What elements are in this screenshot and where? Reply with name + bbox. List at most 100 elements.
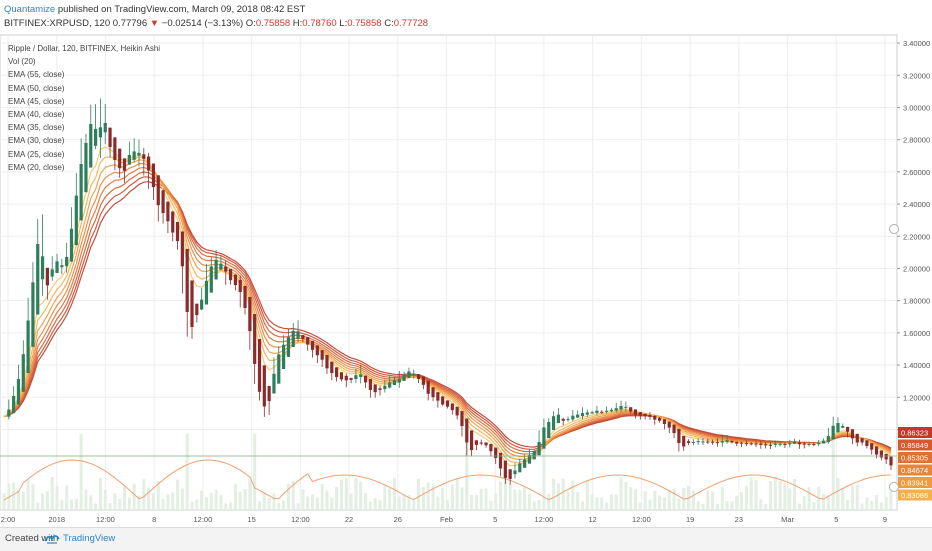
- candle-body: [489, 444, 493, 452]
- volume-bar: [388, 487, 392, 510]
- legend-ema-45[interactable]: EMA (45, close): [8, 96, 65, 106]
- volume-bar: [846, 500, 850, 510]
- volume-bar: [629, 487, 633, 510]
- volume-bar: [219, 494, 223, 510]
- volume-bar: [233, 483, 237, 510]
- volume-bar: [580, 501, 584, 510]
- volume-bar: [841, 487, 845, 510]
- tradingview-link[interactable]: TradingView: [63, 533, 116, 544]
- volume-bar: [740, 492, 744, 510]
- legend-series-title[interactable]: Ripple / Dollar, 120, BITFINEX, Heikin A…: [8, 44, 161, 53]
- legend-ema-35[interactable]: EMA (35, close): [8, 123, 65, 133]
- candle-body: [281, 344, 286, 370]
- candle-body: [503, 460, 507, 478]
- candle-body: [513, 470, 517, 475]
- candle-body: [156, 175, 160, 206]
- legend-ema-40[interactable]: EMA (40, close): [8, 110, 65, 120]
- price-tag: [898, 464, 932, 476]
- legend-ema-25[interactable]: EMA (25, close): [8, 149, 65, 159]
- candle-body: [744, 443, 748, 445]
- candle-body: [31, 282, 35, 347]
- candle-body: [151, 163, 156, 188]
- volume-bar: [725, 501, 729, 510]
- y-tick-label: 2.60000: [903, 168, 930, 177]
- candle-body: [788, 443, 792, 445]
- author-link[interactable]: Quantamize: [4, 4, 56, 15]
- candle-body: [412, 373, 416, 375]
- candle-body: [783, 444, 787, 446]
- candle-body: [195, 303, 199, 316]
- legend-ema-30[interactable]: EMA (30, close): [8, 136, 65, 146]
- x-tick-label: 8: [152, 515, 156, 524]
- candle-body: [132, 151, 136, 160]
- volume-bar: [556, 483, 560, 510]
- volume-bar: [84, 489, 88, 510]
- y-tick-label: 3.00000: [903, 103, 930, 112]
- price-tag: [898, 477, 932, 488]
- candle-body: [69, 228, 74, 262]
- volume-bar: [527, 493, 531, 510]
- volume-bar: [16, 490, 20, 510]
- legend-ema-55[interactable]: EMA (55, close): [8, 70, 65, 80]
- candle-body: [614, 408, 618, 411]
- candle-body: [720, 441, 724, 443]
- candle-body: [40, 256, 45, 280]
- candle-body: [363, 375, 368, 383]
- volume-bar: [513, 489, 517, 510]
- volume-bar: [532, 501, 536, 510]
- volume-bar: [450, 484, 454, 510]
- candle-body: [735, 441, 739, 444]
- volume-bar: [132, 483, 136, 510]
- candle-body: [860, 438, 864, 443]
- legend-ema-20[interactable]: EMA (20, close): [8, 162, 65, 172]
- candle-body: [137, 152, 141, 156]
- candle-body: [248, 296, 252, 332]
- candle-body: [484, 442, 488, 446]
- volume-bar: [209, 493, 213, 510]
- ema-20-line: [3, 146, 892, 467]
- ohlc-line: BITFINEX:XRPUSD, 120 0.77796 ▼ −0.02514 …: [4, 17, 428, 31]
- candle-body: [383, 385, 387, 390]
- y-tick-label: 2.80000: [903, 136, 930, 145]
- volume-bar: [55, 486, 59, 510]
- candle-body: [561, 418, 565, 421]
- candle-body: [7, 409, 11, 417]
- close-value: 0.77728: [393, 18, 429, 29]
- candle-body: [84, 142, 88, 193]
- volume-bar: [744, 485, 748, 510]
- price-tag: [898, 427, 932, 438]
- legend-ema-50[interactable]: EMA (50, close): [8, 83, 65, 93]
- x-tick-label: 26: [394, 515, 402, 524]
- volume-bar: [768, 481, 772, 510]
- candle-body: [571, 415, 575, 420]
- volume-bar: [94, 503, 98, 510]
- volume-bar: [272, 493, 276, 510]
- candle-body: [508, 469, 512, 479]
- volume-bar: [802, 495, 806, 510]
- volume-bar: [79, 433, 83, 510]
- candle-body: [378, 388, 382, 390]
- x-tick-label: 23: [735, 515, 743, 524]
- volume-bar: [605, 502, 609, 510]
- candle-body: [662, 419, 667, 424]
- x-tick-label: 12:00: [632, 515, 651, 524]
- volume-bar: [474, 494, 478, 510]
- tradingview-logo-icon[interactable]: [44, 533, 60, 545]
- volume-bar: [262, 492, 266, 510]
- legend-volume[interactable]: Vol (20): [8, 57, 36, 67]
- volume-bar: [368, 501, 372, 510]
- candle-body: [21, 354, 25, 392]
- candle-body: [392, 380, 397, 385]
- candle-body: [817, 442, 821, 445]
- indicator-legend: Ripple / Dollar, 120, BITFINEX, Heikin A…: [8, 42, 160, 174]
- candle-body: [778, 443, 782, 445]
- candle-body: [836, 423, 840, 433]
- price-tag-label: 0.83941: [901, 479, 928, 488]
- candle-body: [672, 424, 676, 434]
- volume-bar: [330, 497, 334, 510]
- candle-body: [556, 414, 560, 424]
- candle-body: [180, 231, 184, 267]
- candle-body: [445, 400, 450, 407]
- x-tick-label: Mar: [781, 515, 794, 524]
- price-chart[interactable]: 3.40000 3.20000 3.00000 2.80000 2.60000 2.400…: [0, 32, 932, 527]
